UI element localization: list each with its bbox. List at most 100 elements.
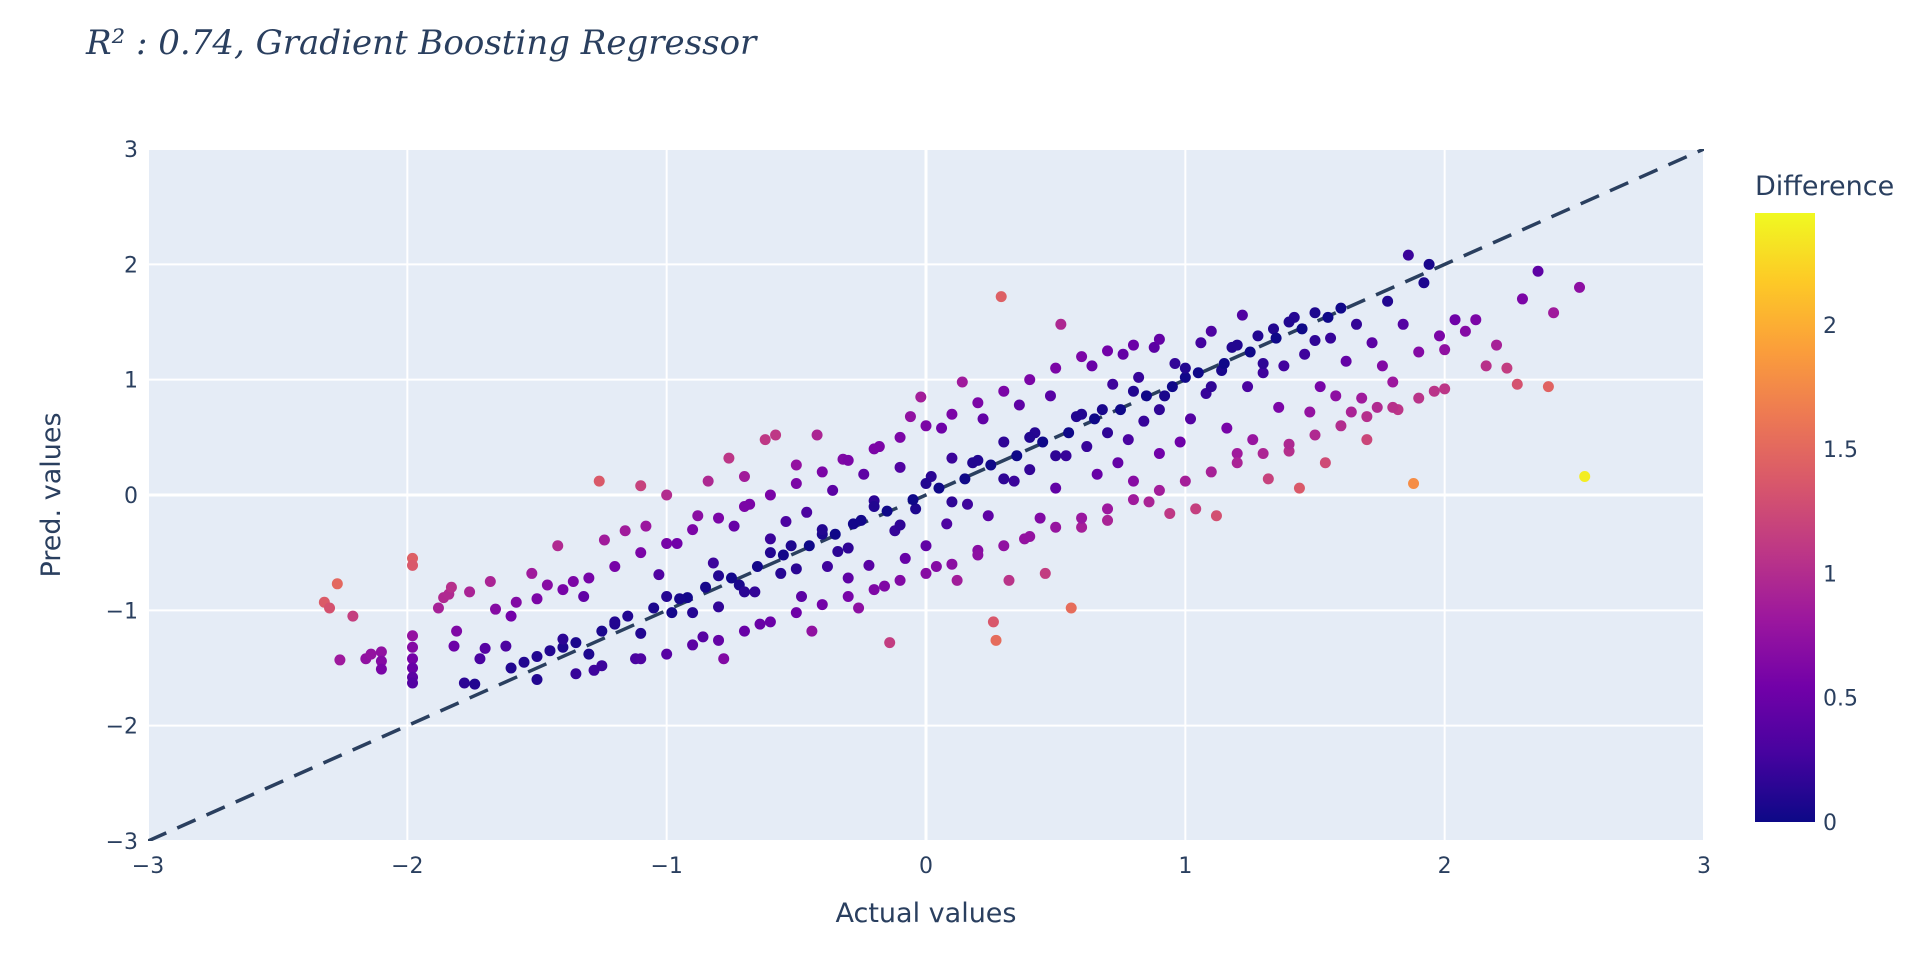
data-point (894, 461, 906, 473)
y-axis-title: Pred. values (36, 412, 67, 577)
data-point (375, 663, 387, 675)
colorbar-tick-label: 1.5 (1823, 438, 1858, 463)
data-point (505, 662, 517, 674)
data-point (479, 642, 491, 654)
data-point (829, 528, 841, 540)
data-point (855, 514, 867, 526)
data-point (904, 411, 916, 423)
data-point (884, 637, 896, 649)
data-point (1179, 475, 1191, 487)
colorbar-tick-label: 0 (1823, 811, 1837, 836)
data-point (1270, 332, 1282, 344)
data-point (982, 510, 994, 522)
data-point (713, 570, 725, 582)
data-point (1361, 411, 1373, 423)
y-axis-ticks: −3 −2 −1 0 1 2 3 (106, 138, 138, 855)
x-tick-label: −3 (132, 854, 164, 879)
data-point (790, 563, 802, 575)
x-axis-ticks: −3 −2 −1 0 1 2 3 (132, 854, 1711, 879)
data-point (687, 639, 699, 651)
data-point (956, 376, 968, 388)
data-point (1153, 333, 1165, 345)
data-point (1428, 385, 1440, 397)
data-point (1345, 406, 1357, 418)
data-point (500, 640, 512, 652)
data-point (1112, 457, 1124, 469)
data-point (1127, 385, 1139, 397)
data-point (697, 631, 709, 643)
data-point (1252, 330, 1264, 342)
data-point (609, 561, 621, 573)
data-point (738, 625, 750, 637)
data-point (1117, 348, 1129, 360)
data-point (1102, 503, 1114, 515)
data-point (977, 413, 989, 425)
data-point (635, 480, 647, 492)
data-point (1491, 339, 1503, 351)
data-point (754, 618, 766, 630)
data-point (1231, 447, 1243, 459)
data-point (640, 520, 652, 532)
data-point (570, 637, 582, 649)
data-point (881, 505, 893, 517)
data-point (933, 482, 945, 494)
data-point (505, 610, 517, 622)
data-point (674, 593, 686, 605)
data-point (1127, 475, 1139, 487)
data-point (910, 503, 922, 515)
data-point (583, 572, 595, 584)
data-point (593, 475, 605, 487)
data-point (407, 677, 419, 689)
data-point (1190, 503, 1202, 515)
data-point (1143, 496, 1155, 508)
data-point (998, 436, 1010, 448)
data-point (998, 540, 1010, 552)
data-point (959, 473, 971, 485)
data-point (842, 542, 854, 554)
data-point (726, 572, 737, 584)
data-point (531, 650, 543, 662)
data-point (1050, 362, 1062, 374)
data-point (738, 501, 750, 513)
data-point (1335, 302, 1347, 314)
data-point (936, 422, 948, 434)
data-point (827, 484, 839, 496)
data-point (1470, 314, 1482, 326)
data-point (375, 646, 387, 658)
data-point (1242, 381, 1254, 393)
data-point (868, 584, 880, 596)
data-point (1330, 390, 1342, 402)
data-point (790, 607, 802, 619)
data-point (1480, 360, 1492, 372)
data-point (1159, 390, 1171, 402)
data-point (728, 520, 740, 532)
data-point (894, 574, 906, 586)
data-point (790, 477, 802, 489)
data-point (1086, 360, 1098, 372)
data-point (692, 510, 704, 522)
data-point (1408, 477, 1420, 489)
data-point (1169, 358, 1181, 370)
data-point (1153, 484, 1165, 496)
data-point (334, 654, 346, 666)
data-point (894, 519, 906, 531)
data-point (622, 610, 634, 622)
data-point (806, 625, 818, 637)
data-point (1322, 311, 1334, 323)
data-point (1050, 521, 1062, 533)
data-point (578, 590, 590, 602)
data-points (318, 249, 1591, 690)
x-tick-label: 3 (1697, 854, 1711, 879)
data-point (1236, 309, 1248, 321)
data-point (1314, 381, 1326, 393)
data-point (1449, 314, 1461, 326)
data-point (1439, 383, 1451, 395)
data-point (407, 662, 419, 674)
data-point (1371, 401, 1383, 413)
data-point (1304, 406, 1316, 418)
data-point (946, 408, 958, 420)
x-tick-label: 2 (1438, 854, 1452, 879)
data-point (1413, 346, 1425, 358)
data-point (407, 630, 419, 642)
